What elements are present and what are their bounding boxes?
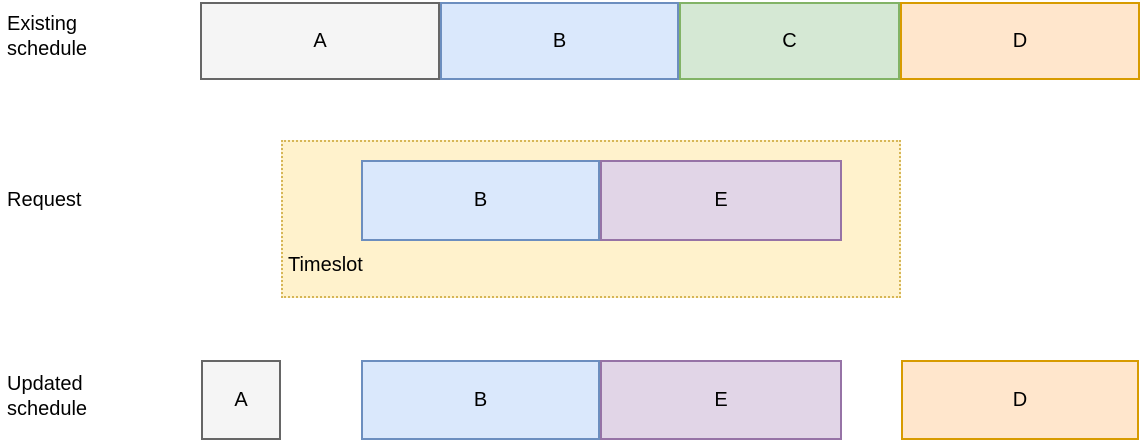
updated-block-a-label: A	[234, 388, 248, 411]
updated-block-e: E	[600, 360, 842, 440]
existing-block-d-label: D	[1012, 29, 1028, 52]
updated-block-d-label: D	[1012, 388, 1028, 411]
row-label-request: Request	[7, 189, 82, 211]
updated-block-b-label: B	[473, 388, 488, 411]
row-label-updated-schedule: Updated schedule	[7, 373, 88, 420]
updated-block-e-label: E	[714, 388, 728, 411]
updated-block-d: D	[901, 360, 1139, 440]
request-block-b: B	[361, 160, 600, 241]
existing-block-a: A	[200, 2, 440, 80]
updated-block-b: B	[361, 360, 600, 440]
existing-block-b: B	[440, 2, 679, 80]
existing-block-d: D	[900, 2, 1140, 80]
existing-block-a-label: A	[313, 29, 327, 52]
request-block-b-label: B	[473, 189, 488, 211]
updated-block-a: A	[201, 360, 281, 440]
existing-block-c-label: C	[782, 29, 797, 52]
timeslot-label: Timeslot	[288, 254, 363, 276]
existing-block-c: C	[679, 2, 900, 80]
request-block-e: E	[600, 160, 842, 241]
request-block-e-label: E	[714, 189, 728, 211]
row-label-existing-schedule: Existing schedule	[7, 13, 88, 60]
existing-block-b-label: B	[552, 29, 567, 52]
